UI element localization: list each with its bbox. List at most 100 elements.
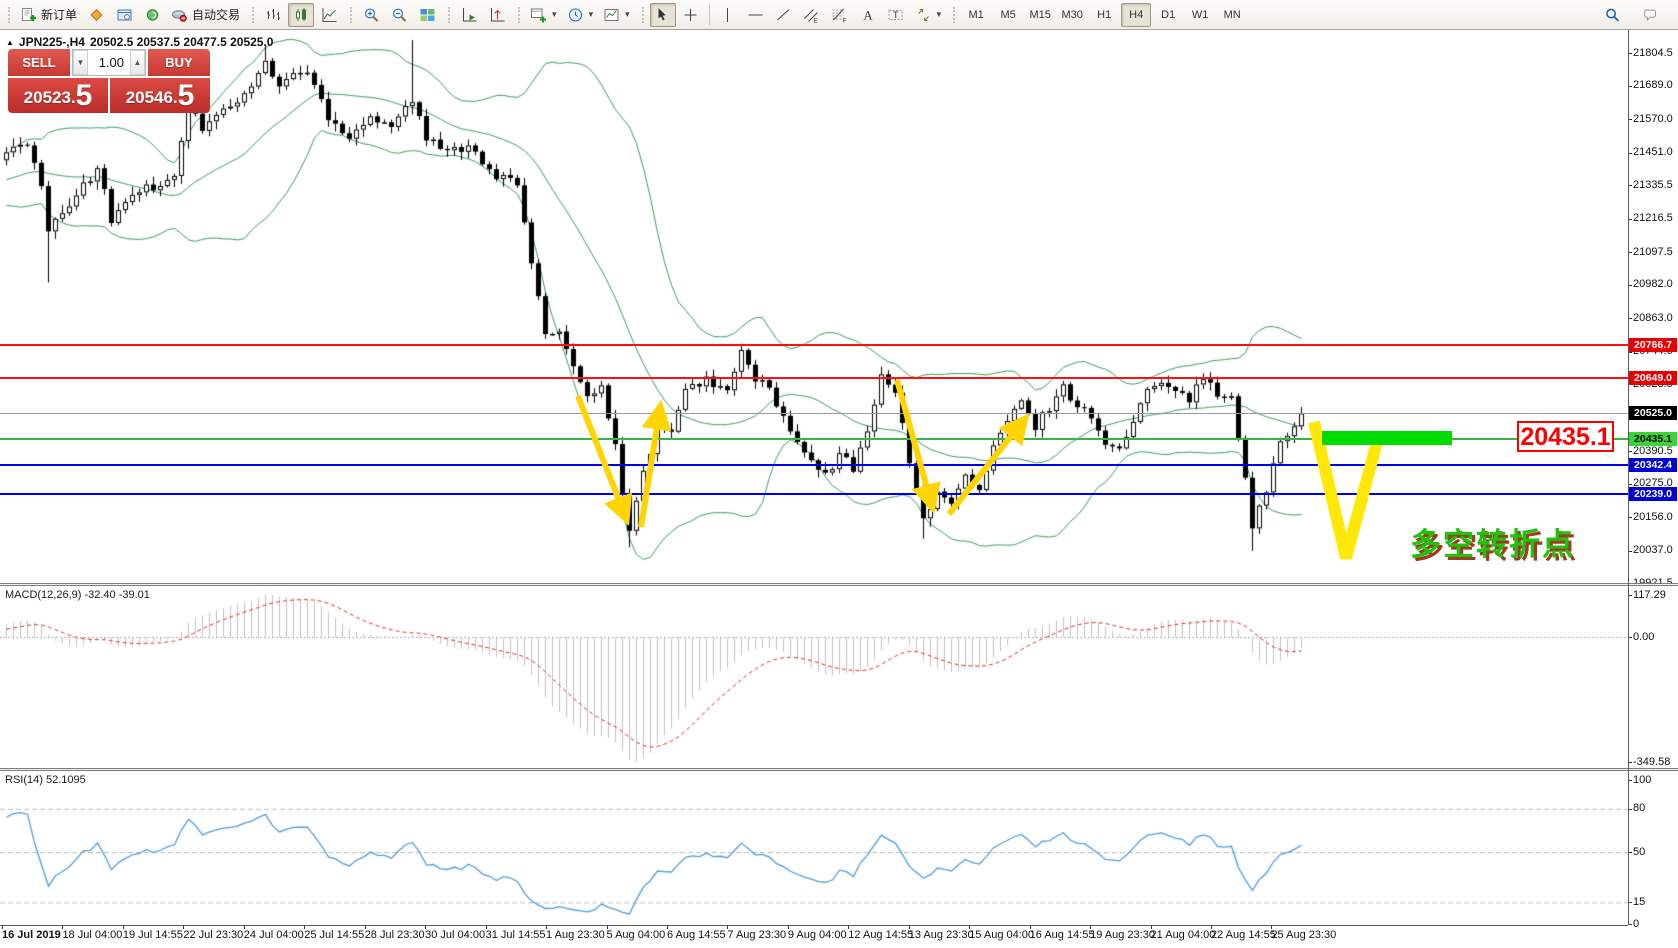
rsi-tick-label: 0 <box>1633 917 1640 930</box>
time-tick <box>2 925 3 929</box>
auto-scroll-button[interactable] <box>456 3 482 27</box>
templates-button[interactable]: ▾ <box>599 3 634 27</box>
price-chip-20435.1: 20435.1 <box>1629 431 1677 446</box>
trend-icon <box>775 7 792 23</box>
sell-price-main: 20523. <box>23 88 76 107</box>
time-tick <box>62 925 64 929</box>
candlestick-chart-button[interactable] <box>288 2 315 27</box>
zoom-in-button[interactable] <box>358 3 384 27</box>
toolbar-group-objects: ▾ ▾ ▾ <box>516 1 640 29</box>
buy-price[interactable]: 20546. 5 <box>110 78 210 113</box>
price-tick-label: 20037.0 <box>1633 544 1673 557</box>
fibonacci-button[interactable]: F <box>827 3 853 27</box>
indicators-icon <box>530 7 547 23</box>
time-tick <box>727 925 729 929</box>
timeframe-h4-button[interactable]: H4 <box>1121 2 1152 27</box>
horizontal-line-20435.1[interactable] <box>0 437 1628 440</box>
sell-button[interactable]: SELL <box>8 49 70 76</box>
horizontal-line-20342.4[interactable] <box>0 463 1628 466</box>
toolbar-group-standard: 新订单 自动交易 <box>6 1 250 29</box>
timeframe-m15-button[interactable]: M15 <box>1029 8 1051 21</box>
line-chart-button[interactable] <box>316 3 342 27</box>
green-highlight-bar[interactable] <box>1322 431 1452 445</box>
toolbar-group-drawing: E F A T ▾ <box>640 1 952 29</box>
volume-input[interactable] <box>88 50 130 75</box>
equidistant-channel-button[interactable]: E <box>799 3 825 27</box>
search-button[interactable] <box>1599 3 1625 27</box>
chat-icon <box>1642 7 1659 23</box>
time-label: 25 Aug 23:30 <box>1271 929 1337 941</box>
crosshair-icon <box>682 7 699 23</box>
timeframe-d1-button[interactable]: D1 <box>1161 8 1176 21</box>
new-order-icon <box>20 7 37 23</box>
collapse-panel-icon[interactable]: ▲ <box>6 37 14 47</box>
chart-shift-button[interactable] <box>484 3 510 27</box>
tile-windows-button[interactable] <box>414 3 440 27</box>
autotrading-button[interactable]: 自动交易 <box>167 3 244 27</box>
time-tick <box>1150 925 1152 929</box>
yellow-v-shape[interactable] <box>1308 420 1383 560</box>
yellow-arrow-down-1[interactable] <box>575 394 633 526</box>
horizontal-line-button[interactable] <box>743 3 769 27</box>
timeframe-mn-button[interactable]: MN <box>1223 8 1241 21</box>
time-tick <box>122 925 124 929</box>
main-toolbar: 新订单 自动交易 ▾ ▾ ▾ E F A T ▾ M1 M5 M15 M30 H1 H4 D1 W1 MN <box>0 0 1678 30</box>
timeframe-m5-button[interactable]: M5 <box>1000 8 1016 21</box>
charts-button[interactable] <box>111 3 137 27</box>
arrows-button[interactable]: ▾ <box>911 3 946 27</box>
indicators-button[interactable]: ▾ <box>526 3 561 27</box>
mql-community-button[interactable] <box>83 3 109 27</box>
arrows-icon <box>915 7 932 23</box>
time-label: 16 Jul 2019 <box>2 929 61 941</box>
zoom-out-button[interactable] <box>386 3 412 27</box>
price-tick <box>1628 152 1632 154</box>
time-tick <box>1090 925 1092 929</box>
time-tick <box>787 925 789 929</box>
turning-point-label[interactable]: 多空转折点 <box>1410 527 1575 562</box>
chart-canvas[interactable] <box>0 30 1628 925</box>
autotrading-icon <box>171 7 188 23</box>
timeframe-m1-button[interactable]: M1 <box>968 8 984 21</box>
chevron-down-icon: ▾ <box>936 9 942 19</box>
horizontal-line-20649.0[interactable] <box>0 377 1628 380</box>
cursor-button[interactable] <box>649 2 676 27</box>
timeframe-h1-button[interactable]: H1 <box>1097 8 1112 21</box>
volume-increment-button[interactable]: ▲ <box>130 50 145 75</box>
crosshair-button[interactable] <box>678 3 704 27</box>
buy-button[interactable]: BUY <box>148 49 210 76</box>
yellow-arrow-down-2[interactable] <box>894 379 941 515</box>
price-tick-label: 20275.0 <box>1633 477 1673 490</box>
timeframe-m30-button[interactable]: M30 <box>1061 8 1083 21</box>
price-tick-label: 21097.5 <box>1633 245 1673 258</box>
yellow-arrow-up-1[interactable] <box>638 399 672 528</box>
fibo-icon: F <box>831 7 848 23</box>
time-label: 19 Jul 14:55 <box>122 929 183 941</box>
chat-button[interactable] <box>1637 3 1663 27</box>
time-tick <box>485 925 487 929</box>
price-callout-box[interactable]: 20435.1 <box>1517 421 1614 452</box>
vertical-line-button[interactable] <box>715 3 741 27</box>
signals-icon <box>144 7 161 23</box>
sell-price[interactable]: 20523. 5 <box>8 78 108 113</box>
svg-text:A: A <box>864 8 873 22</box>
toolbar-group-chart-type <box>250 1 348 29</box>
horizontal-line-20239.0[interactable] <box>0 492 1628 495</box>
text-label-button[interactable]: T <box>883 3 909 27</box>
periods-button[interactable]: ▾ <box>563 3 598 27</box>
text-button[interactable]: A <box>855 3 881 27</box>
macd-panel-divider[interactable] <box>0 583 1678 586</box>
bar-chart-button[interactable] <box>260 3 286 27</box>
timeframe-w1-button[interactable]: W1 <box>1191 8 1209 21</box>
time-label: 13 Aug 23:30 <box>908 929 974 941</box>
macd-tick <box>1628 595 1632 597</box>
time-label: 6 Aug 14:55 <box>666 929 726 941</box>
yellow-arrow-up-2[interactable] <box>946 413 1030 516</box>
time-label: 1 Aug 23:30 <box>546 929 605 941</box>
volume-decrement-button[interactable]: ▼ <box>73 50 88 75</box>
signals-button[interactable] <box>139 3 165 27</box>
trendline-button[interactable] <box>771 3 797 27</box>
rsi-panel-divider[interactable] <box>0 768 1678 771</box>
horizontal-line-20766.7[interactable] <box>0 344 1628 347</box>
mql-icon <box>88 7 105 23</box>
new-order-button[interactable]: 新订单 <box>16 3 81 27</box>
